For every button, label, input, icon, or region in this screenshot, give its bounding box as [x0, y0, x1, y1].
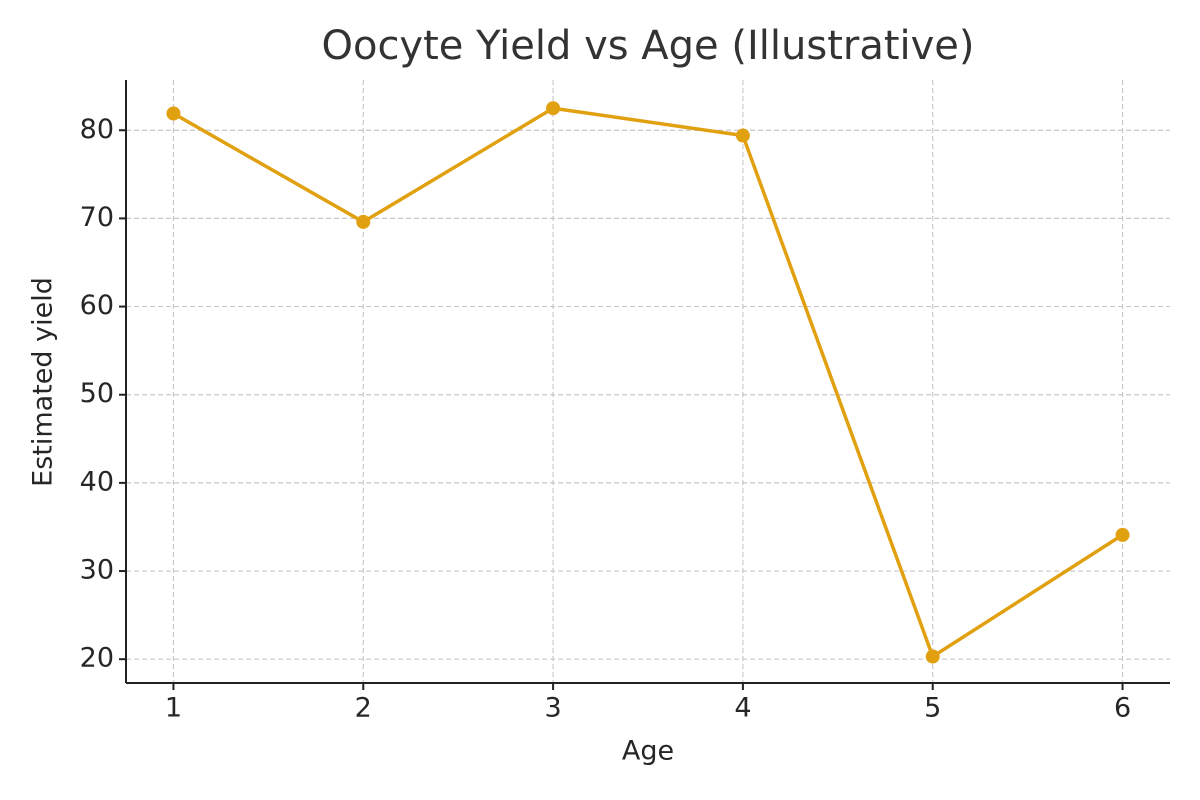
y-tick-label: 20 — [80, 643, 114, 674]
y-tick-label: 80 — [80, 114, 114, 145]
data-point — [1115, 527, 1130, 542]
y-axis-label: Estimated yield — [28, 277, 59, 487]
y-tick-label: 50 — [80, 378, 114, 409]
y-tick-label: 60 — [80, 290, 114, 321]
data-point — [735, 128, 750, 143]
x-tick-label: 5 — [924, 693, 941, 724]
y-tick-label: 70 — [80, 202, 114, 233]
y-tick-label: 40 — [80, 466, 114, 497]
plot — [166, 101, 1130, 664]
data-point — [166, 106, 181, 121]
x-tick-label: 2 — [355, 693, 372, 724]
x-tick-label: 6 — [1114, 693, 1131, 724]
grid — [126, 80, 1170, 683]
data-point — [356, 214, 371, 229]
data-point — [546, 101, 561, 116]
x-tick-label: 4 — [734, 693, 751, 724]
x-axis-label: Age — [622, 736, 674, 767]
x-tick-label: 1 — [165, 693, 182, 724]
y-tick-label: 30 — [80, 555, 114, 586]
data-point — [925, 649, 940, 664]
chart-title: Oocyte Yield vs Age (Illustrative) — [321, 23, 974, 69]
x-tick-label: 3 — [544, 693, 561, 724]
series-line — [172, 106, 1124, 659]
